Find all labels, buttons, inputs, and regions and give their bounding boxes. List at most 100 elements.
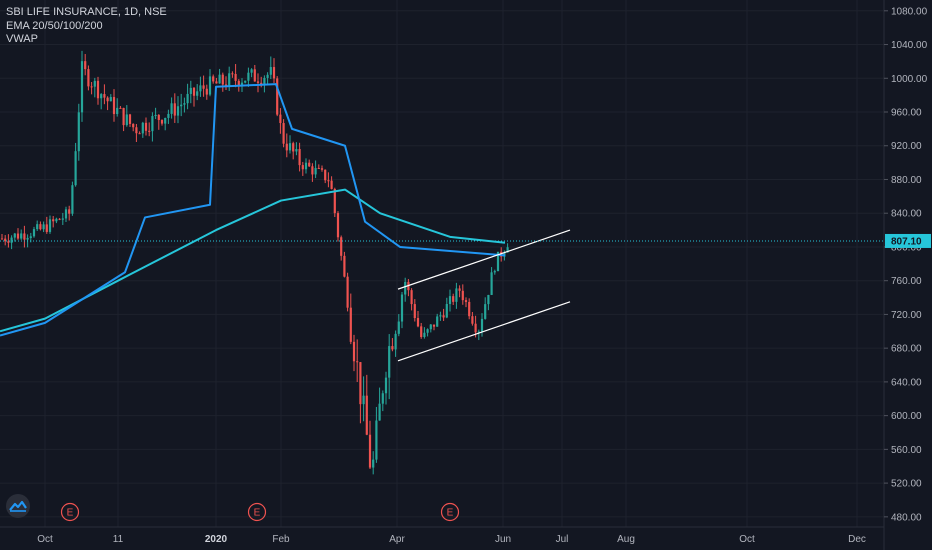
candle-body — [490, 272, 493, 295]
candle-body — [199, 85, 202, 92]
candle-body — [106, 97, 109, 102]
candles — [0, 50, 509, 475]
candle-body — [80, 61, 84, 113]
time-tick-label: Apr — [389, 534, 405, 545]
candle-body — [96, 80, 100, 99]
price-tick-label: 1000.00 — [891, 74, 928, 85]
ema-indicator-label[interactable]: EMA 20/50/100/200 — [6, 19, 103, 32]
candle-body — [327, 180, 330, 182]
candle-body — [64, 209, 68, 219]
candle-body — [404, 281, 407, 295]
candle-body — [391, 346, 394, 350]
candle-body — [381, 393, 384, 404]
candle-body — [397, 321, 400, 334]
candle-body — [439, 315, 442, 317]
candle-body — [189, 87, 192, 94]
candle-body — [151, 116, 154, 132]
candle-body — [256, 81, 260, 83]
candle-body — [68, 209, 71, 214]
candle-body — [471, 316, 474, 324]
candle-body — [365, 395, 368, 435]
vwap-indicator-label[interactable]: VWAP — [6, 33, 38, 45]
candle-body — [429, 324, 432, 330]
candle-body — [276, 78, 279, 115]
candle-body — [109, 97, 112, 102]
candle-body — [394, 333, 397, 350]
price-tick-label: 480.00 — [891, 512, 922, 523]
candle-body — [442, 315, 445, 318]
candle-body — [260, 82, 263, 85]
candle-body — [301, 165, 304, 170]
candle-body — [42, 224, 45, 230]
candle-body — [55, 218, 58, 222]
candle-body — [461, 290, 464, 301]
candle-body — [272, 67, 276, 79]
time-tick-label: Aug — [617, 534, 635, 545]
price-tick-label: 560.00 — [891, 445, 922, 456]
price-tick-label: 920.00 — [891, 141, 922, 152]
candle-body — [288, 143, 292, 151]
time-tick-label: Jul — [556, 534, 569, 545]
ema-200-line — [0, 188, 506, 333]
candle-body — [292, 143, 295, 152]
candle-body — [132, 123, 135, 128]
earnings-marker-label: E — [447, 508, 454, 519]
candle-body — [170, 103, 173, 114]
time-tick-label: Feb — [272, 534, 290, 545]
candle-body — [253, 69, 256, 82]
chart-grid — [0, 0, 884, 527]
trend-channel[interactable] — [397, 229, 571, 362]
candle-body — [4, 238, 7, 242]
candle-body — [29, 236, 32, 238]
candle-body — [157, 114, 160, 121]
time-axis[interactable]: Oct 11 2020 Feb Apr Jun Jul Aug Oct Dec — [37, 534, 866, 545]
candle-body — [410, 290, 413, 305]
candle-body — [458, 288, 461, 291]
candle-body — [480, 318, 484, 332]
candle-body — [356, 361, 359, 363]
price-tick-label: 720.00 — [891, 310, 922, 321]
earnings-marker-label: E — [67, 508, 74, 519]
candle-body — [413, 304, 416, 319]
channel-upper-line — [397, 229, 571, 290]
candle-body — [196, 91, 199, 96]
candle-body — [119, 107, 122, 109]
candle-body — [484, 304, 487, 319]
earnings-marker-icon — [60, 502, 80, 522]
candle-body — [221, 74, 224, 85]
candle-body — [180, 104, 183, 107]
candle-body — [173, 103, 176, 116]
candle-body — [84, 61, 87, 70]
last-price-value: 807.10 — [891, 236, 922, 247]
candle-body — [160, 120, 164, 124]
time-tick-label: Dec — [848, 534, 866, 545]
candle-body — [0, 238, 4, 240]
candle-body — [448, 296, 452, 304]
candle-body — [330, 180, 333, 189]
candle-body — [352, 341, 356, 362]
candle-body — [10, 237, 13, 243]
symbol-title[interactable]: SBI LIFE INSURANCE, 1D, NSE — [6, 6, 167, 18]
candle-body — [16, 233, 20, 239]
candle-body — [320, 168, 324, 170]
candle-body — [26, 237, 29, 240]
tradingview-logo-icon[interactable] — [6, 494, 30, 518]
candle-body — [144, 122, 148, 131]
candle-body — [474, 323, 477, 333]
candle-body — [349, 307, 352, 342]
candle-body — [52, 219, 55, 222]
candle-body — [128, 114, 132, 124]
candle-body — [154, 114, 157, 117]
candle-body — [77, 112, 80, 152]
candle-body — [23, 233, 26, 240]
price-tick-label: 640.00 — [891, 377, 922, 388]
candle-body — [423, 332, 426, 337]
candle-body — [452, 296, 455, 302]
candle-body — [308, 162, 311, 167]
candle-body — [314, 167, 317, 175]
candle-body — [317, 167, 320, 169]
candle-body — [218, 74, 221, 84]
